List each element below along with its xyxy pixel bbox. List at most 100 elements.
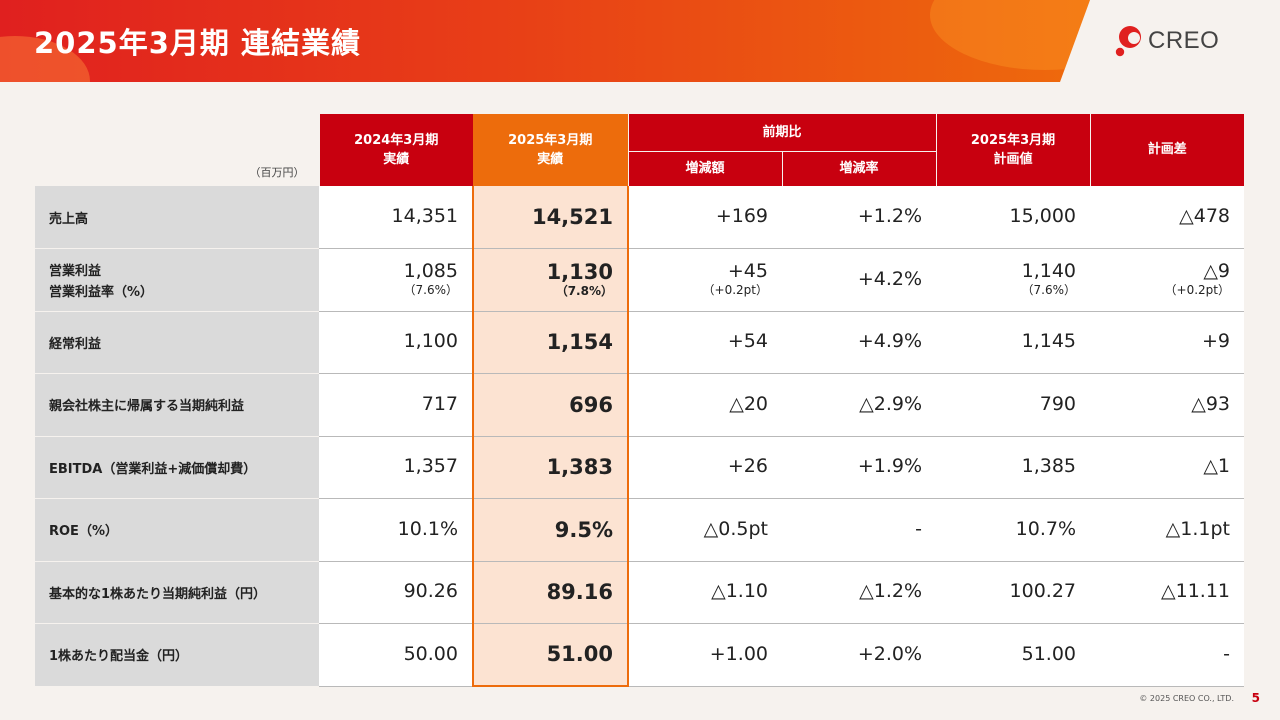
cell-value: +1.2% [857,205,923,228]
plan-diff-cell: △11.11 [1090,561,1245,624]
cell-value: △1.2% [859,580,923,603]
cell-value: △1 [1203,455,1231,478]
yoy-amount-cell: +54 [628,311,782,374]
banner-decoration [930,0,1090,70]
table-row: 基本的な1株あたり当期純利益（円） 90.26 89.16 △1.10 △1.2% 100… [35,561,1245,624]
yoy-rate-cell: +4.9% [782,311,937,374]
header-prev-actual: 2024年3月期 実績 [318,114,473,186]
row-label: 経常利益 [35,311,319,374]
yoy-rate-cell: +1.2% [782,186,937,249]
plan-diff-cell: △1.1pt [1090,498,1245,562]
yoy-amount-cell: △0.5pt [628,498,782,562]
prev-actual-cell: 90.26 [319,561,473,624]
cell-value: △9 [1203,260,1231,283]
row-label-text: 営業利益 [49,263,102,279]
table-row: ROE（%） 10.1% 9.5% △0.5pt - 10.7% △1.1pt [35,498,1245,562]
row-label-text: 売上高 [49,211,89,227]
cell-value: 9.5% [554,517,613,542]
page-number: 5 [1251,691,1260,705]
row-label: 1株あたり配当金（円） [35,623,319,687]
cell-value: 1,357 [403,455,458,478]
cell-value: 14,351 [391,205,458,228]
logo-wordmark: CREO [1148,27,1220,54]
plan-cell: 10.7% [936,498,1091,562]
prev-actual-cell: 717 [319,373,473,437]
table-row: EBITDA（営業利益+減価償却費） 1,357 1,383 +26 +1.9% 1,38… [35,436,1245,499]
header-current-actual: 2025年3月期 実績 [473,114,628,186]
cell-value: △93 [1191,392,1231,415]
plan-cell: 1,385 [936,436,1091,499]
cell-value: 10.1% [397,517,458,540]
cell-value: 51.00 [1021,642,1077,665]
yoy-amount-cell: +45 （+0.2pt） [628,248,782,312]
cell-value: 10.7% [1015,517,1077,540]
plan-diff-cell: △93 [1090,373,1245,437]
row-label: 基本的な1株あたり当期純利益（円） [35,561,319,624]
cell-value: +26 [727,455,768,478]
cell-value: +9 [1202,330,1231,353]
cell-value: +4.2% [857,267,923,290]
cell-value: +2.0% [857,642,923,665]
cell-value: △0.5pt [703,517,768,540]
yoy-rate-cell: +1.9% [782,436,937,499]
prev-actual-cell: 50.00 [319,623,473,687]
cell-value: 1,100 [403,330,458,353]
table-row: 1株あたり配当金（円） 50.00 51.00 +1.00 +2.0% 51.00 - [35,623,1245,687]
cell-value: 1,154 [546,330,613,355]
cell-value: 717 [421,392,458,415]
yoy-rate-cell: - [782,498,937,562]
current-actual-cell: 51.00 [472,623,629,687]
plan-diff-cell: +9 [1090,311,1245,374]
table-row: 親会社株主に帰属する当期純利益 717 696 △20 △2.9% 790 △93 [35,373,1245,437]
plan-cell: 51.00 [936,623,1091,687]
cell-value: +1.9% [857,455,923,478]
row-label: 営業利益 営業利益率（%） [35,248,319,312]
header-plan-diff: 計画差 [1089,114,1245,186]
cell-value: +1.00 [709,642,768,665]
cell-value: - [915,517,923,540]
plan-cell: 15,000 [936,186,1091,249]
plan-diff-cell: △478 [1090,186,1245,249]
plan-diff-cell: △9 （+0.2pt） [1090,248,1245,312]
row-label-text: 親会社株主に帰属する当期純利益 [49,399,245,415]
cell-value: 1,383 [546,455,613,480]
plan-cell: 100.27 [936,561,1091,624]
yoy-rate-cell: △1.2% [782,561,937,624]
copyright: © 2025 CREO CO., LTD. [1139,694,1234,703]
prev-actual-cell: 1,085 （7.6%） [319,248,473,312]
current-actual-cell: 1,130 （7.8%） [472,248,629,312]
current-actual-cell: 696 [472,373,629,437]
plan-cell: 1,140 （7.6%） [936,248,1091,312]
cell-value: 1,145 [1021,330,1077,353]
header-plan: 2025年3月期 計画値 [935,114,1091,186]
cell-subvalue: （7.8%） [555,284,613,299]
prev-actual-cell: 10.1% [319,498,473,562]
cell-subvalue: （7.6%） [1021,282,1077,297]
yoy-rate-cell: +4.2% [782,248,937,312]
cell-value: △2.9% [859,392,923,415]
current-actual-cell: 1,154 [472,311,629,374]
row-label-text: EBITDA（営業利益+減価償却費） [49,461,257,477]
header-yoy-rate: 増減率 [781,151,937,186]
plan-cell: 1,145 [936,311,1091,374]
consolidated-results-table: （百万円） 2024年3月期 実績 2025年3月期 実績 前期比 2025年3月期… [35,114,1245,687]
yoy-amount-cell: +1.00 [628,623,782,687]
yoy-rate-cell: +2.0% [782,623,937,687]
cell-subvalue: （7.6%） [403,282,459,297]
cell-value: 1,085 [403,260,458,283]
cell-value: △1.10 [711,580,768,603]
cell-value: 90.26 [403,580,458,603]
cell-value: 1,140 [1021,260,1077,283]
row-label-text: 基本的な1株あたり当期純利益（円） [49,586,267,602]
cell-value: +54 [727,330,768,353]
yoy-amount-cell: △1.10 [628,561,782,624]
cell-value: 790 [1039,392,1077,415]
cell-value: 15,000 [1009,205,1077,228]
plan-diff-cell: - [1090,623,1245,687]
cell-value: +4.9% [857,330,923,353]
company-logo: CREO [1114,25,1219,57]
cell-value: 14,521 [531,204,613,229]
prev-actual-cell: 1,357 [319,436,473,499]
yoy-amount-cell: +169 [628,186,782,249]
current-actual-cell: 1,383 [472,436,629,499]
